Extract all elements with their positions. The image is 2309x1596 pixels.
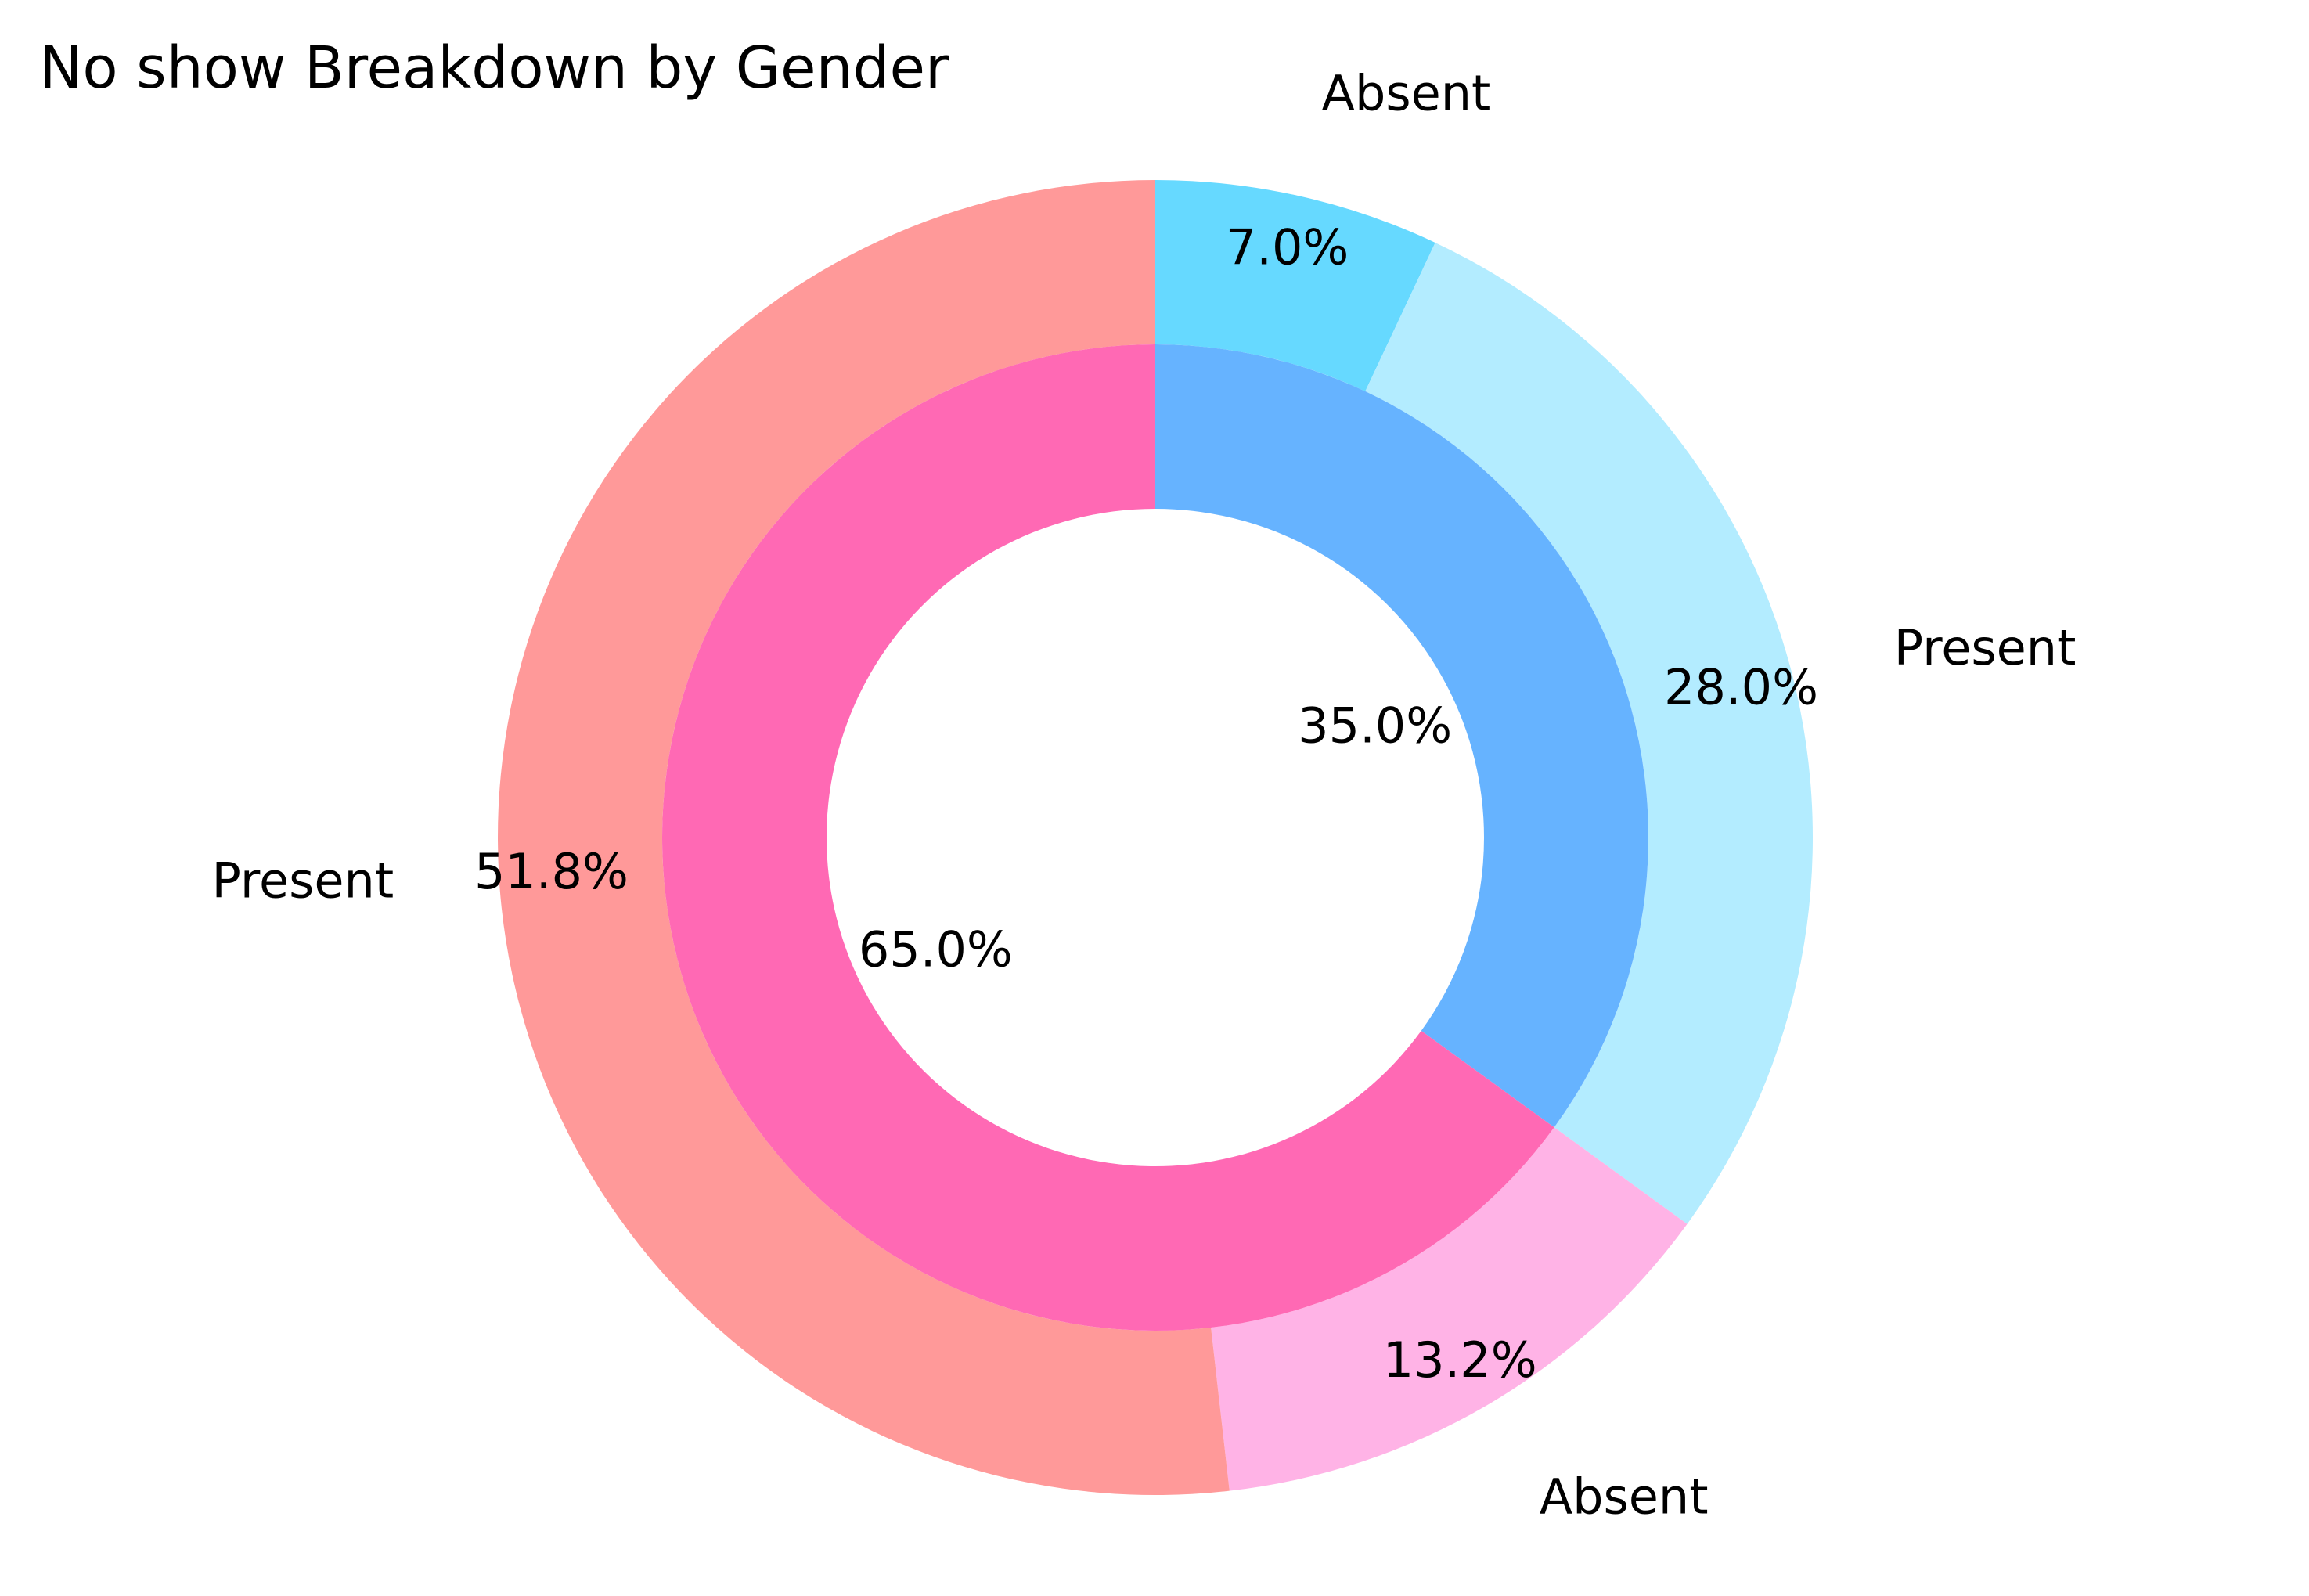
outer-slice-labels: Absent Present Absent Present xyxy=(212,65,2077,1526)
chart-title: No show Breakdown by Gender xyxy=(39,34,949,102)
outer-slice-label-2: Absent xyxy=(1540,1468,1709,1525)
outer-slice-0 xyxy=(1155,180,1435,391)
inner-percent-labels: 35.0% 65.0% xyxy=(859,697,1452,978)
inner-slice-0 xyxy=(1155,344,1648,1128)
inner-slice-1 xyxy=(661,344,1554,1331)
outer-slice-label-1: Present xyxy=(1894,619,2077,676)
outer-slice-2 xyxy=(1211,1127,1688,1491)
outer-percent-labels: 7.0% 28.0% 13.2% 51.8% xyxy=(474,218,1818,1389)
outer-pct-label-1: 28.0% xyxy=(1664,658,1818,715)
inner-pct-label-1: 65.0% xyxy=(859,921,1013,978)
inner-pct-label-0: 35.0% xyxy=(1298,697,1452,754)
outer-slice-label-3: Present xyxy=(212,852,394,910)
outer-pct-label-3: 51.8% xyxy=(474,843,629,900)
outer-slice-3 xyxy=(498,180,1230,1495)
inner-ring xyxy=(661,344,1648,1331)
outer-slice-label-0: Absent xyxy=(1322,65,1491,122)
outer-ring xyxy=(498,180,1814,1495)
outer-pct-label-2: 13.2% xyxy=(1383,1331,1537,1389)
outer-slice-1 xyxy=(1365,242,1814,1224)
outer-pct-label-0: 7.0% xyxy=(1226,218,1349,276)
